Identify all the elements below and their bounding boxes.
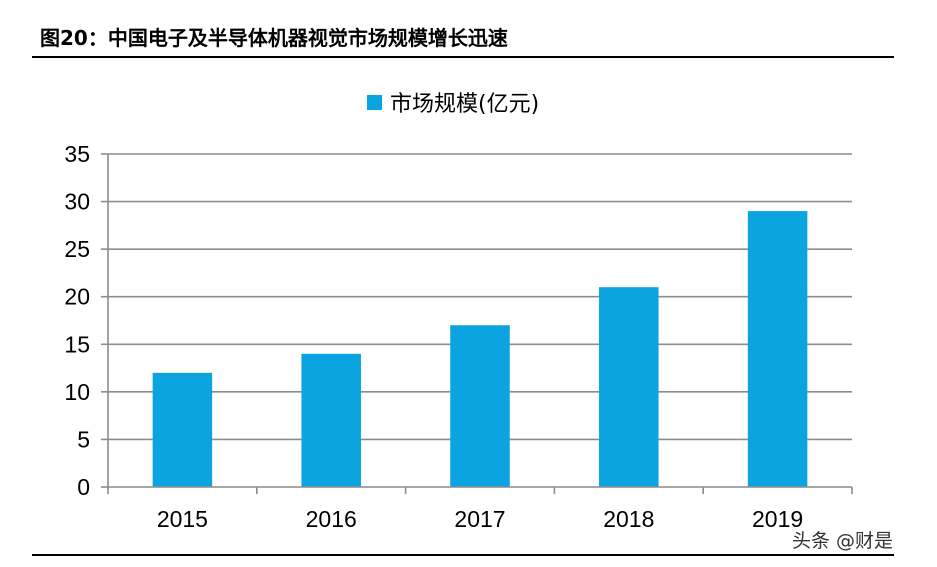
watermark: 头条 @财是 — [792, 530, 894, 552]
x-tick-label: 2016 — [306, 506, 357, 532]
figure-title: 图20：中国电子及半导体机器视觉市场规模增长迅速 — [40, 26, 508, 50]
tick-labels: 0 5 10 15 20 25 30 35 2015 2016 2017 2018 2019 — [64, 141, 803, 532]
bar-2017 — [450, 325, 510, 487]
x-tick-label: 2019 — [752, 506, 803, 532]
y-tick-label: 30 — [64, 189, 90, 215]
chart-legend: 市场规模(亿元) — [367, 86, 539, 118]
y-tick-label: 35 — [64, 141, 90, 167]
x-tick-label: 2018 — [603, 506, 654, 532]
y-tick-label: 5 — [77, 426, 90, 452]
y-tick-label: 25 — [64, 236, 90, 262]
bars — [152, 211, 808, 488]
y-tick-label: 10 — [64, 379, 90, 405]
bottom-rule — [32, 554, 894, 556]
y-tick-label: 0 — [77, 474, 90, 500]
bar-2019 — [747, 211, 808, 488]
y-tick-label: 15 — [64, 331, 90, 357]
x-tick-label: 2017 — [454, 506, 505, 532]
legend-label: 市场规模(亿元) — [390, 92, 540, 117]
bar-2016 — [301, 353, 361, 487]
axes — [101, 153, 853, 494]
x-tick-label: 2015 — [157, 506, 208, 532]
bar-2015 — [152, 372, 213, 487]
bar-2018 — [599, 287, 659, 487]
y-tick-label: 20 — [64, 284, 90, 310]
legend-swatch — [367, 94, 382, 110]
top-rule — [32, 56, 894, 58]
